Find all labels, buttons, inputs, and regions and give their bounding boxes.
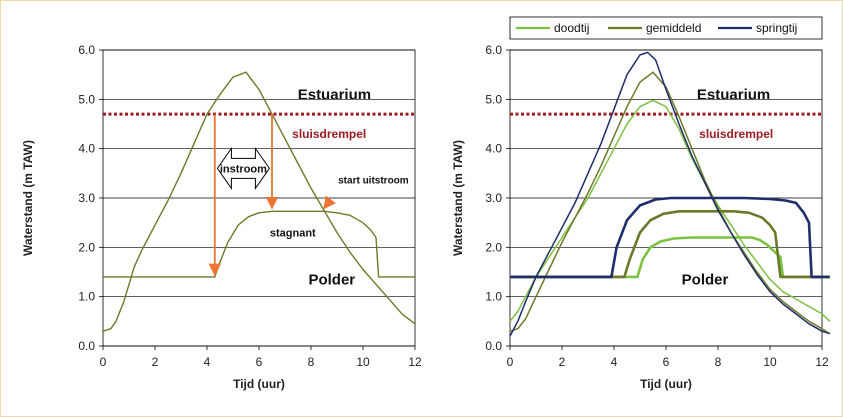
chart1-ytick-label: 3.0 — [78, 191, 95, 205]
chart1-instroom-label: instroom — [220, 163, 267, 175]
chart2-xtick-label: 12 — [815, 355, 829, 369]
chart1-polder-label: Polder — [308, 271, 355, 288]
chart2-series-stage-line — [510, 196, 830, 279]
chart1-arrow — [323, 195, 336, 210]
chart1-series-line — [103, 210, 415, 278]
chart1-ytick-label: 1.0 — [78, 290, 95, 304]
chart1-sluisdrempel-label: sluisdrempel — [292, 127, 366, 141]
chart2-legend-label: gemiddeld — [646, 21, 701, 35]
chart2-series-line — [509, 71, 831, 335]
chart1-estuarium-label: Estuarium — [298, 86, 371, 103]
chart1-y-axis-title: Waterstand (m TAW) — [21, 140, 35, 256]
chart2-x-axis-title: Tijd (uur) — [640, 377, 692, 391]
chart1-xtick-label: 10 — [356, 355, 370, 369]
chart2-ytick-label: 2.0 — [485, 240, 502, 254]
chart1-ytick-label: 2.0 — [78, 240, 95, 254]
chart1-ytick-label: 4.0 — [78, 142, 95, 156]
chart2-ytick-label: 3.0 — [485, 191, 502, 205]
chart2-legend-label: doodtij — [554, 21, 589, 35]
chart2-y-axis-title: Waterstand (m TAW) — [451, 140, 465, 256]
chart1-ytick-label: 5.0 — [78, 92, 95, 106]
chart2-xtick-label: 10 — [763, 355, 777, 369]
chart2-xtick-label: 2 — [559, 355, 566, 369]
chart1-stagnant-label: stagnant — [270, 228, 316, 240]
chart2-polder-label: Polder — [682, 271, 729, 288]
chart1-xtick-label: 12 — [408, 355, 422, 369]
chart2-series-stage-line — [510, 210, 830, 279]
chart1-ytick-label: 0.0 — [78, 339, 95, 353]
chart2-series-stage-line — [510, 236, 830, 279]
chart2-series-line — [509, 51, 831, 337]
chart2-xtick-label: 0 — [507, 355, 514, 369]
chart1-xtick-label: 8 — [308, 355, 315, 369]
chart2-ytick-label: 5.0 — [485, 92, 502, 106]
chart2-estuarium-label: Estuarium — [697, 86, 770, 103]
chart2-ytick-label: 1.0 — [485, 290, 502, 304]
chart1-series-line — [102, 71, 416, 332]
chart2-sluisdrempel-label: sluisdrempel — [699, 127, 773, 141]
chart2-legend-label: springtij — [756, 21, 797, 35]
chart1-instroom-double-arrow — [216, 146, 271, 190]
chart2-xtick-label: 6 — [663, 355, 670, 369]
chart1-xtick-label: 0 — [100, 355, 107, 369]
chart2-xtick-label: 8 — [715, 355, 722, 369]
chart1-xtick-label: 2 — [152, 355, 159, 369]
chart2-ytick-label: 0.0 — [485, 339, 502, 353]
chart2-xtick-label: 4 — [611, 355, 618, 369]
chart2-ytick-label: 4.0 — [485, 142, 502, 156]
chart1-x-axis-title: Tijd (uur) — [233, 377, 285, 391]
chart2-ytick-label: 6.0 — [485, 43, 502, 57]
chart2-series-line — [509, 99, 831, 322]
chart1-xtick-label: 6 — [256, 355, 263, 369]
chart1-ytick-label: 6.0 — [78, 43, 95, 57]
chart2-legend-box — [509, 16, 823, 40]
chart1-xtick-label: 4 — [204, 355, 211, 369]
chart1-start-uitstroom-label: start uitstroom — [338, 176, 409, 187]
